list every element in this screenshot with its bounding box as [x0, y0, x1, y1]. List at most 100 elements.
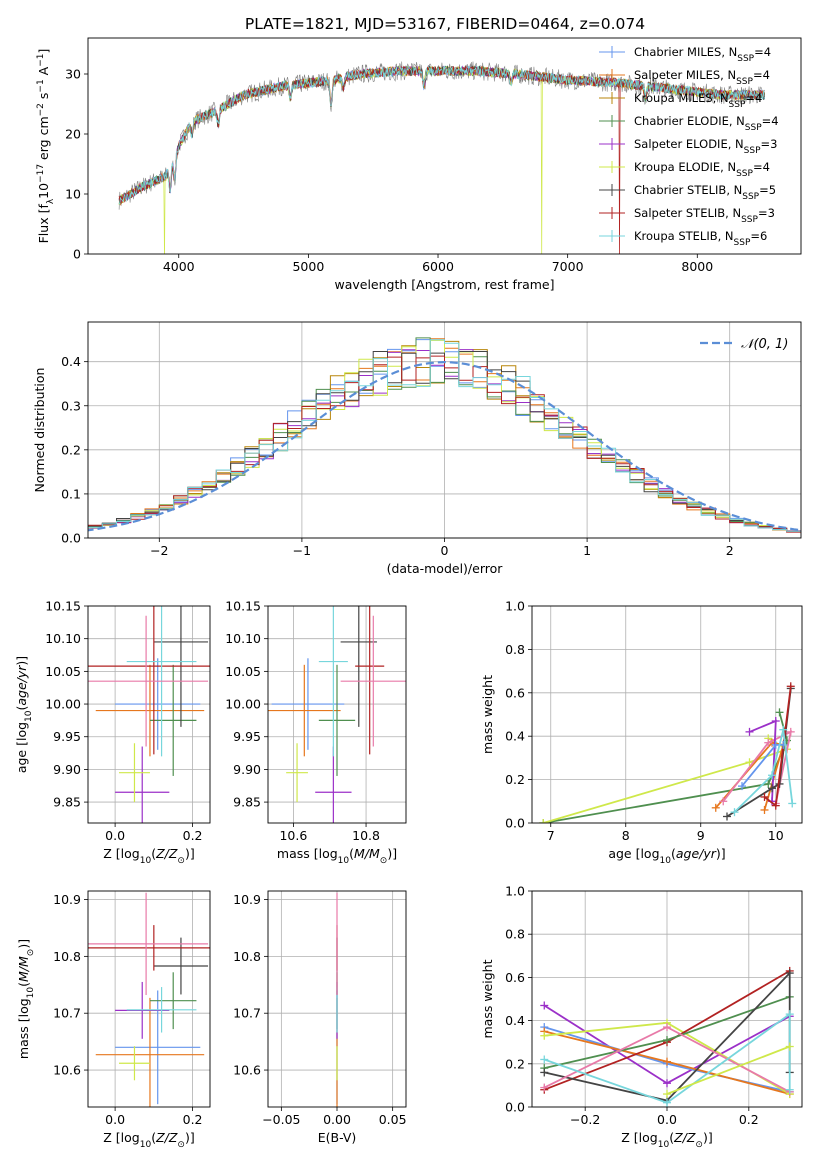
label-part: ⊙: [177, 1140, 185, 1150]
y-tick-label: 10.9: [53, 892, 81, 907]
y-tick-label: 0: [73, 247, 81, 262]
y-tick-label: 10.6: [53, 1063, 81, 1078]
label-part: Z/Z: [155, 846, 178, 861]
label-part: ⊙: [380, 856, 388, 866]
label-part: mass [: [16, 1017, 31, 1059]
x-tick-label: 0.2: [183, 1112, 203, 1127]
y-tick-label: 10.15: [225, 599, 261, 614]
spectrum-panel: 4000 5000 6000 7000 8000 0 10 20 30 wavelength [A…: [36, 37, 802, 292]
y-tick-label: 0.4: [61, 354, 81, 369]
label-part: (: [16, 982, 31, 987]
x-axis-label: (data-model)/error: [387, 561, 504, 576]
x-tick-label: 8000: [681, 259, 713, 274]
label-part: )]: [14, 656, 29, 666]
y-tick-label: 9.90: [233, 762, 261, 777]
y-tick-label: 0.0: [505, 1100, 525, 1115]
label-part: SSP: [729, 100, 746, 110]
x-tick-label: 10.6: [279, 828, 307, 843]
legend-entry: Salpeter ELODIE, NSSP=3: [634, 137, 777, 156]
label-part: SSP: [736, 169, 753, 179]
figure-title: PLATE=1821, MJD=53167, FIBERID=0464, z=0…: [245, 15, 645, 33]
legend-entry: Chabrier ELODIE, NSSP=4: [634, 114, 779, 133]
label-part: erg cm: [36, 116, 51, 164]
y-tick-label: 9.95: [233, 729, 261, 744]
y-tick-label: 0.6: [505, 685, 525, 700]
label-part: Chabrier MILES, N: [634, 45, 737, 59]
y-tick-label: 9.85: [233, 795, 261, 810]
plot-area: [88, 606, 210, 823]
label-part: ⊙: [695, 1140, 703, 1150]
mass-vs-Z-panel: 0.0 0.210.610.710.810.9Z [log10(Z/Z⊙)]mas…: [16, 890, 211, 1150]
label-part: )]: [185, 846, 195, 861]
y-tick-label: 10.05: [225, 664, 261, 679]
label-part: )]: [716, 846, 726, 861]
label-part: ⊙: [26, 949, 36, 957]
x-axis-label: E(B-V): [318, 1130, 357, 1145]
label-part: −1: [36, 79, 46, 92]
label-part: )]: [387, 846, 397, 861]
y-tick-label: 10.8: [233, 949, 261, 964]
label-part: =4: [754, 45, 771, 59]
label-part: =5: [759, 183, 776, 197]
y-axis-label: mass [log10(M/M⊙)]: [16, 939, 36, 1059]
label-part: s: [36, 93, 51, 104]
x-tick-label: 2: [726, 543, 734, 558]
label-part: log: [16, 998, 31, 1017]
x-tick-label: 10.8: [352, 828, 380, 843]
y-tick-label: 10.10: [45, 631, 81, 646]
label-part: 10: [140, 856, 152, 866]
x-axis-label: age [log10(age/yr)]: [608, 846, 725, 866]
label-part: −1: [36, 54, 46, 67]
label-part: Kroupa ELODIE, N: [634, 160, 736, 174]
label-part: 10: [36, 183, 51, 199]
gaussian-curve: [88, 360, 801, 532]
y-tick-label: 0.4: [505, 1013, 525, 1028]
label-part: SSP: [742, 192, 759, 202]
label-part: −2: [36, 103, 46, 116]
mass-vs-EBV-panel: −0.05 0.00 0.05 10.6 10.7 10.8 10.9 E(B-V): [233, 890, 407, 1145]
label-part: Kroupa MILES, N: [634, 91, 729, 105]
plot-area: [88, 337, 801, 534]
label-part: )]: [703, 1130, 713, 1145]
label-part: (: [669, 1130, 674, 1145]
x-axis-label: mass [log10(M/M⊙)]: [277, 846, 397, 866]
legend-entry: Salpeter STELIB, NSSP=3: [634, 206, 775, 225]
axes-frame: [87, 321, 802, 539]
label-part: log: [121, 1130, 140, 1145]
label-part: M/M: [354, 846, 380, 861]
y-axis-label: mass weight: [480, 675, 495, 754]
y-tick-label: 10.00: [225, 697, 261, 712]
age-vs-Z-panel: 0.0 0.2 9.85 9.90 9.95 10.00 10.05 10.10 10.15 Z …: [14, 599, 211, 866]
label-part: 10: [26, 987, 36, 999]
label-part: 10: [338, 856, 350, 866]
y-tick-label: 10.7: [233, 1006, 261, 1021]
x-tick-label: −0.05: [262, 1112, 300, 1127]
label-part: age/yr: [14, 665, 29, 706]
y-axis-label: mass weight: [480, 959, 495, 1038]
legend-entry: 𝒩(0, 1): [741, 337, 788, 352]
plot-area: [268, 606, 406, 823]
x-axis-label: wavelength [Angstrom, rest frame]: [334, 277, 554, 292]
label-part: =4: [745, 91, 762, 105]
label-part: Z [: [621, 1130, 638, 1145]
axes-frame: [87, 605, 211, 824]
x-tick-label: 0.0: [105, 828, 125, 843]
x-tick-label: 9: [697, 828, 705, 843]
label-part: Normed distribution: [32, 368, 47, 493]
label-part: (: [151, 846, 156, 861]
weight-series-line: [666, 1045, 791, 1095]
legend-entry: Salpeter MILES, NSSP=4: [634, 68, 770, 87]
label-part: log: [319, 846, 338, 861]
label-part: )]: [16, 939, 31, 949]
x-tick-label: 0: [441, 543, 449, 558]
y-tick-label: 10.05: [45, 664, 81, 679]
label-part: Z/Z: [155, 1130, 178, 1145]
label-part: (: [151, 1130, 156, 1145]
label-part: 10: [140, 1140, 152, 1150]
label-part: SSP: [737, 54, 754, 64]
y-axis-label: age [log10(age/yr)]: [14, 656, 34, 773]
label-part: =4: [753, 160, 770, 174]
label-part: =6: [750, 229, 767, 243]
axes-frame: [267, 605, 407, 824]
